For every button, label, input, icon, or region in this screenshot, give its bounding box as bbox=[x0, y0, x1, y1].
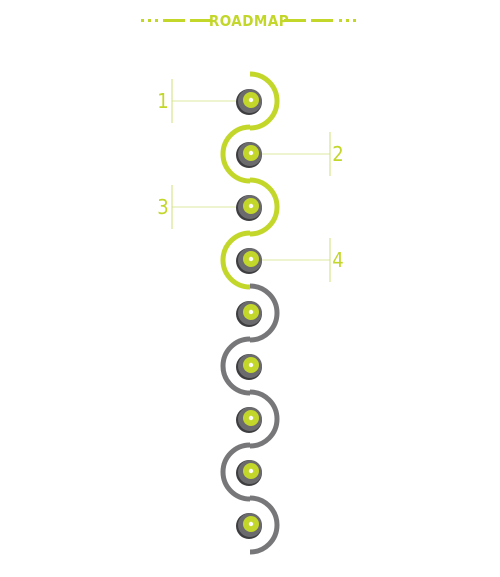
step-label-group: 2 bbox=[262, 132, 344, 176]
connector-arc bbox=[249, 71, 280, 131]
connector-arcs bbox=[220, 71, 280, 555]
roadmap-node bbox=[236, 460, 262, 486]
step-label-group: 3 bbox=[157, 185, 238, 229]
step-number: 1 bbox=[157, 89, 168, 113]
roadmap-node bbox=[236, 248, 262, 274]
connector-arc bbox=[249, 177, 280, 237]
step-label-group: 1 bbox=[157, 79, 238, 123]
roadmap-node bbox=[236, 89, 262, 115]
step-number: 4 bbox=[332, 248, 343, 272]
node-center-dot bbox=[248, 468, 254, 474]
roadmap-node bbox=[236, 407, 262, 433]
roadmap-node bbox=[236, 195, 262, 221]
node-center-dot bbox=[248, 150, 254, 156]
step-number: 3 bbox=[157, 195, 168, 219]
step-label-group: 4 bbox=[262, 238, 344, 282]
node-center-dot bbox=[248, 309, 254, 315]
connector-arc bbox=[220, 336, 251, 396]
connector-arc bbox=[220, 442, 251, 502]
heading-right-decoration bbox=[284, 19, 356, 22]
connector-arc bbox=[220, 230, 251, 290]
heading-left-decoration bbox=[141, 19, 212, 22]
node-center-dot bbox=[248, 97, 254, 103]
roadmap-node bbox=[236, 513, 262, 539]
roadmap-node bbox=[236, 354, 262, 380]
connector-arc bbox=[249, 495, 280, 555]
connector-arc bbox=[220, 124, 251, 184]
node-center-dot bbox=[248, 362, 254, 368]
connector-arc bbox=[249, 283, 280, 343]
node-center-dot bbox=[248, 203, 254, 209]
connector-arc bbox=[249, 389, 280, 449]
roadmap-node bbox=[236, 142, 262, 168]
roadmap-node bbox=[236, 301, 262, 327]
roadmap-heading: ROADMAP bbox=[141, 12, 356, 30]
roadmap-title: ROADMAP bbox=[209, 12, 289, 30]
node-center-dot bbox=[248, 415, 254, 421]
node-center-dot bbox=[248, 256, 254, 262]
roadmap-nodes bbox=[236, 89, 262, 539]
step-number: 2 bbox=[332, 142, 343, 166]
node-center-dot bbox=[248, 521, 254, 527]
step-labels: 1 2 3 4 bbox=[157, 79, 344, 282]
